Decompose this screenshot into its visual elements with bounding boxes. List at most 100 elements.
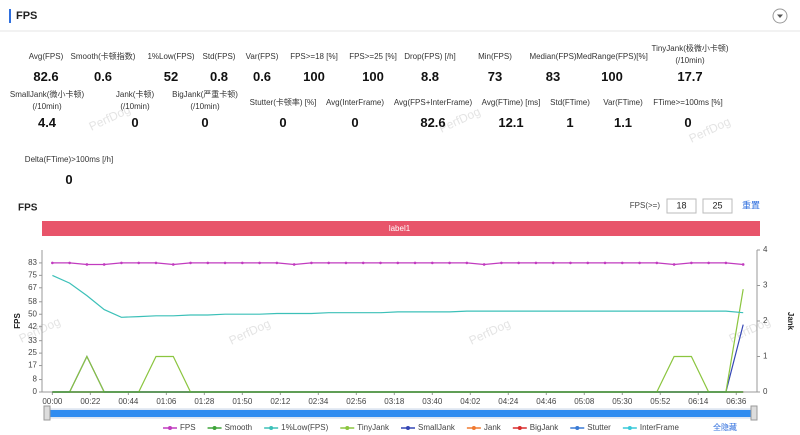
legend-swatch-dot	[471, 426, 476, 430]
legend-swatch-dot	[575, 426, 580, 430]
legend-item[interactable]: Jank	[466, 423, 502, 432]
y2-axis-label: Jank	[786, 312, 795, 331]
stat-label: Std(FPS)	[202, 52, 236, 61]
x-tick-label: 01:28	[194, 397, 215, 406]
fps-point	[517, 261, 520, 265]
x-tick-label: 00:22	[80, 397, 101, 406]
fps-point	[241, 261, 244, 265]
stat-label: Avg(FPS)	[28, 52, 64, 61]
stat-label: Drop(FPS) [/h]	[404, 52, 456, 61]
fps-point	[154, 261, 158, 265]
x-tick-label: 06:36	[726, 397, 747, 406]
threshold-value: 25	[712, 200, 722, 210]
stat-value: 100	[601, 69, 623, 84]
stat-value: 0.6	[93, 69, 113, 84]
legend-swatch-dot	[405, 426, 410, 430]
legend-label: BigJank	[530, 423, 559, 432]
legend-label: FPS	[180, 423, 196, 432]
threshold-input[interactable]	[702, 198, 733, 214]
fps-point	[724, 261, 728, 265]
legend-swatch-dot	[517, 426, 522, 430]
y-tick-label: 0	[33, 387, 38, 396]
stat-label: Jank(卡顿)	[115, 90, 155, 99]
fps-point	[137, 261, 141, 265]
stat-value: 17.7	[677, 69, 703, 84]
fps-point	[120, 261, 123, 265]
fps-point	[655, 261, 659, 265]
x-tick-label: 01:50	[232, 397, 253, 406]
stat-label: (/10min)	[120, 102, 150, 111]
x-tick-label: 02:12	[270, 397, 291, 406]
stat-value: 82.6	[420, 115, 446, 130]
header-title: FPS	[16, 10, 37, 22]
x-tick-label: 05:08	[574, 397, 595, 406]
fps-point	[672, 263, 676, 266]
y2-tick-label: 0	[763, 387, 768, 396]
stat-label: Delta(FTime)>100ms [/h]	[24, 155, 114, 164]
reset-button[interactable]: 重置	[742, 199, 760, 210]
legend-item[interactable]: InterFrame	[622, 423, 680, 432]
stat-label: SmallJank(微小卡顿)	[9, 90, 85, 99]
stat-label: Std(FTime)	[550, 98, 590, 107]
x-tick-label: 04:02	[460, 397, 481, 406]
legend-item[interactable]: BigJank	[512, 423, 559, 432]
fps-point	[413, 261, 417, 265]
scroll-handle[interactable]	[43, 405, 51, 421]
stat-value: 52	[163, 69, 179, 84]
fps-point	[189, 261, 192, 265]
stat-value: 73	[487, 69, 503, 84]
legend-swatch-dot	[627, 426, 632, 430]
legend-item[interactable]: Smooth	[207, 423, 253, 432]
legend-item[interactable]: TinyJank	[340, 423, 390, 432]
stat-label: Smooth(卡顿指数)	[70, 52, 136, 61]
scroll-handle[interactable]	[750, 405, 758, 421]
y-tick-label: 67	[28, 283, 37, 292]
x-tick-label: 02:56	[346, 397, 367, 406]
y2-tick-label: 3	[763, 281, 768, 290]
fps-point	[292, 263, 296, 266]
fps-point	[431, 261, 434, 265]
stat-label: Avg(InterFrame)	[325, 98, 385, 107]
fps-point	[603, 261, 607, 265]
legend-label: Jank	[484, 423, 502, 432]
fps-point	[258, 261, 261, 265]
stat-value: 100	[362, 69, 384, 84]
scrollbar-thumb[interactable]	[50, 410, 752, 417]
x-tick-label: 04:46	[536, 397, 557, 406]
stat-label: FPS>=18 [%]	[290, 52, 338, 61]
fps-point	[396, 261, 400, 265]
hide-all[interactable]: 全隐藏	[713, 422, 737, 432]
stat-label: (/10min)	[32, 102, 62, 111]
legend-item[interactable]: Stutter	[570, 423, 611, 432]
stat-label: FPS>=25 [%]	[349, 52, 397, 61]
stat-value: 4.4	[37, 115, 57, 130]
legend-item[interactable]: SmallJank	[400, 423, 456, 432]
legend-item[interactable]: FPS	[163, 423, 196, 432]
legend-label: 1%Low(FPS)	[281, 423, 328, 432]
stat-label: Min(FPS)	[478, 52, 512, 61]
x-tick-label: 02:34	[308, 397, 329, 406]
title-accent	[9, 9, 11, 23]
fps-point	[85, 263, 89, 266]
fps-point	[448, 261, 451, 265]
stat-label: (/10min)	[190, 102, 220, 111]
stat-value: 1	[566, 115, 574, 130]
fps-point	[171, 263, 175, 266]
stat-value: 0	[131, 115, 139, 130]
stat-value: 12.1	[498, 115, 524, 130]
legend-label: Smooth	[225, 423, 253, 432]
y-tick-label: 8	[33, 375, 38, 384]
y-tick-label: 25	[28, 348, 37, 357]
legend-item[interactable]: 1%Low(FPS)	[264, 423, 329, 432]
legend-label: Stutter	[587, 423, 611, 432]
stat-value: 0	[201, 115, 209, 130]
threshold-input[interactable]	[666, 198, 697, 214]
fps-point	[102, 263, 106, 266]
y-axis-label: FPS	[13, 313, 22, 329]
fps-point	[327, 261, 330, 265]
y-tick-label: 83	[28, 258, 37, 267]
x-tick-label: 03:18	[384, 397, 405, 406]
stat-label: Avg(FPS+InterFrame)	[393, 98, 473, 107]
legend-label: TinyJank	[357, 423, 390, 432]
y-tick-label: 33	[28, 336, 37, 345]
